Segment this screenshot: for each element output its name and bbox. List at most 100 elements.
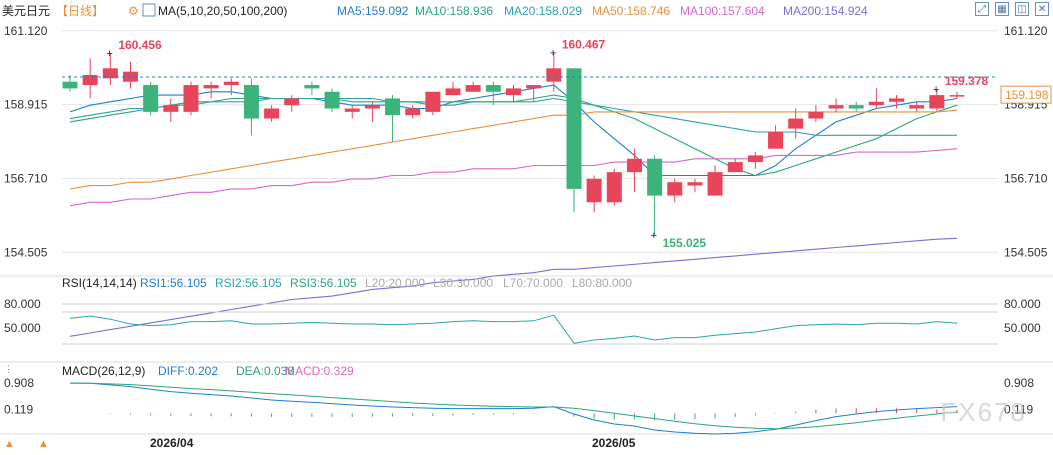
candle-body [304,85,320,89]
rsi-tick-left: 50.000 [4,321,41,335]
macd-value: DEA:0.038 [236,364,294,378]
candle-body [868,101,884,106]
candle-body [425,91,441,112]
candle-body [586,178,602,203]
candle-body [546,68,562,82]
macd-dots-icon: ⋮ [4,364,13,374]
rsi-value: RSI1:56.105 [140,276,207,290]
symbol-label: 美元日元 [2,4,50,18]
candle-body [727,162,743,173]
rsi-tick-right: 80.000 [1004,297,1041,311]
macd-value: DIFF:0.202 [158,364,218,378]
candle-body [243,85,259,119]
macd-diff-line [69,382,958,435]
candle-body [203,85,219,89]
rsi-value: L30:30.000 [433,276,493,290]
candle-body [667,182,683,196]
candle-body [405,108,421,116]
candle-body [768,131,784,149]
candle-body [344,108,360,112]
price-tick-left: 158.915 [4,98,48,112]
candle-body [647,158,663,196]
macd-title: MACD(26,12,9) [62,364,145,378]
price-tick-right: 161.120 [1004,24,1048,38]
rsi-value: RSI3:56.105 [290,276,357,290]
candle-body [606,172,622,203]
candle-body [102,68,118,79]
ma-value: MA200:154.924 [783,4,868,18]
current-price-label: 159.198 [1005,88,1049,102]
candle-body [909,105,925,109]
candle-body [364,105,380,109]
candle-body [62,81,78,89]
macd-tick-right: 0.908 [1004,376,1034,390]
price-tick-left: 154.505 [4,245,48,259]
macd-dea-line [70,382,958,430]
candle-body [929,95,945,109]
candle-body [82,75,98,86]
candle-body [183,85,199,112]
x-tick-label: 2026/04 [150,436,194,450]
scroll-right-icon: ▲ [38,438,49,450]
candle-body [848,105,864,109]
candle-body [445,88,461,96]
annotation-label: 160.467 [562,38,606,52]
close-icon[interactable]: ✕ [1035,2,1049,16]
ma-value: MA100:157.604 [680,4,765,18]
annotation-label: 159.378 [945,74,989,88]
ma-toggle-icon [142,3,156,17]
rsi-value: RSI2:56.105 [215,276,282,290]
candle-body [223,81,239,86]
candle-body [163,105,179,112]
candle-body [687,182,703,186]
candle-body [808,111,824,119]
expand-icon[interactable]: ⤢ [975,2,989,16]
ma-line-ma100 [69,148,958,207]
ma-value: MA50:158.746 [592,4,670,18]
price-tick-left: 156.710 [4,172,48,186]
macd-tick-left: 0.908 [4,376,34,390]
candle-body [324,91,340,109]
candle-body [828,105,844,109]
ma-value: MA5:159.092 [337,4,409,18]
annotation-marker: + [933,84,939,96]
candle-body [485,85,501,92]
period-label: 【日线】 [56,4,104,18]
rsi-title: RSI(14,14,14) [62,276,137,290]
candle-body [506,88,521,96]
price-tick-right: 156.710 [1004,172,1048,186]
ma-value: MA10:158.936 [415,4,493,18]
macd-tick-right: 0.119 [1004,402,1033,416]
ma-params: MA(5,10,20,50,100,200) [158,4,287,18]
annotation-label: 155.025 [663,236,707,250]
annotation-marker: + [651,230,657,242]
macd-tick-left: 0.119 [4,402,33,416]
price-tick-right: 154.505 [1004,245,1048,259]
layout-icon[interactable]: ◫ [1015,2,1029,16]
current-price-box [1000,85,1052,104]
scroll-left-icon: ▲ [4,438,15,450]
candle-body [526,85,542,89]
ma-line-ma50 [69,109,958,190]
x-tick-label: 2026/05 [592,436,636,450]
watermark: FX678 [940,397,1027,427]
settings-icon: ⚙ [128,4,139,18]
candle-body [949,95,965,97]
candle-body [143,85,159,112]
candle-body [465,85,481,92]
annotation-marker: + [106,48,112,60]
candle-body [788,118,804,129]
candle-body [264,108,280,119]
candle-body [889,98,905,102]
candle-body [566,68,582,189]
annotation-label: 160.456 [118,38,162,52]
rsi-tick-left: 80.000 [4,297,41,311]
candle-body [385,98,401,116]
price-tick-left: 161.120 [4,24,48,38]
rsi-value: L20:20.000 [365,276,425,290]
grid-icon[interactable]: ▦ [995,2,1009,16]
candle-body [284,98,300,106]
toolbar-icons: ⤢ ▦ ◫ ✕ [975,2,1049,16]
